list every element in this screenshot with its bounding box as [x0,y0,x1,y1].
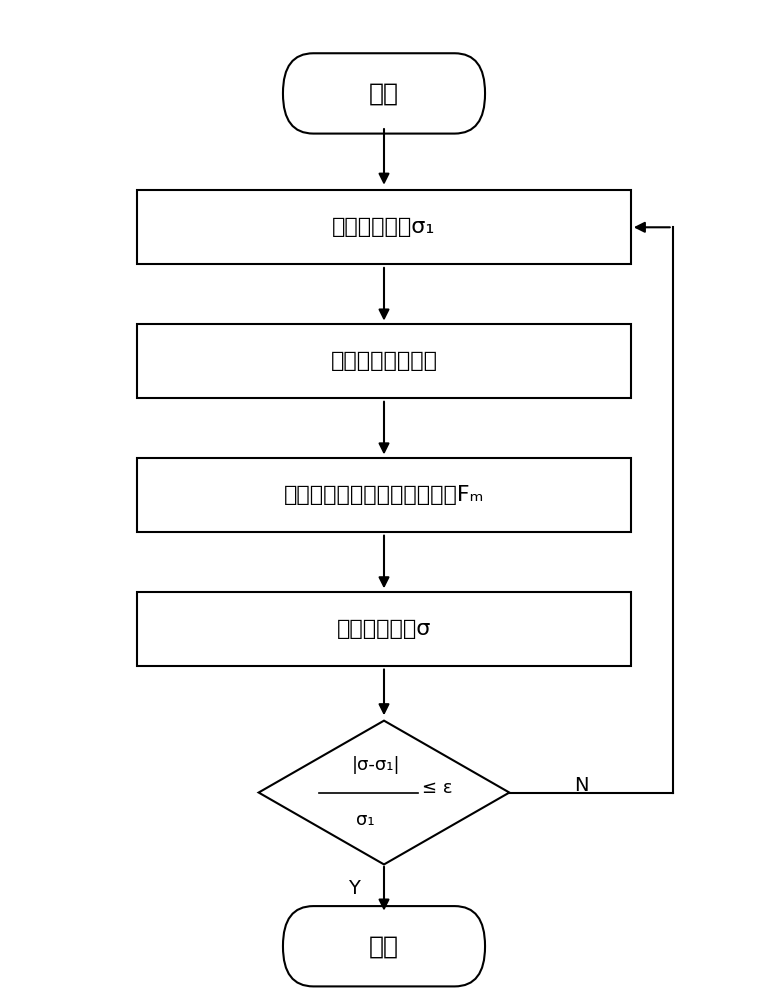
FancyBboxPatch shape [283,906,485,986]
Polygon shape [259,721,509,864]
Text: 确定每极气隙磁通: 确定每极气隙磁通 [330,351,438,371]
Bar [137,324,631,398]
Text: ≤ ε: ≤ ε [422,779,452,797]
Text: 开始: 开始 [369,81,399,105]
Text: N: N [574,776,589,795]
Bar [137,592,631,666]
Text: Y: Y [348,879,359,898]
Text: |σ-σ₁|: |σ-σ₁| [353,756,401,774]
Text: 磁路计算，确定主磁路磁压降Fₘ: 磁路计算，确定主磁路磁压降Fₘ [283,485,485,505]
Text: 结束: 结束 [369,934,399,958]
Text: 计算漏磁系数σ: 计算漏磁系数σ [337,619,431,639]
Text: σ₁: σ₁ [356,811,374,829]
Bar [137,190,631,264]
FancyBboxPatch shape [283,53,485,134]
Bar [137,458,631,532]
Text: 假定漏磁系数σ₁: 假定漏磁系数σ₁ [333,217,435,237]
